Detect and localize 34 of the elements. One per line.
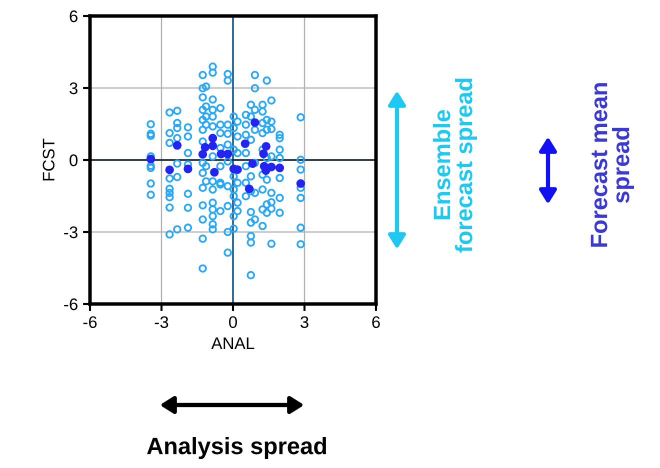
point <box>275 164 284 172</box>
point <box>165 165 174 174</box>
point <box>250 118 260 127</box>
point <box>208 141 218 150</box>
point <box>208 134 218 143</box>
text: Forecast mean spread <box>590 83 634 247</box>
x-axis-title: ANAL <box>211 338 254 349</box>
y-tick-label: 6 <box>70 10 78 22</box>
y-tick-label: -6 <box>64 298 78 310</box>
x-tick-label: 3 <box>300 316 308 328</box>
point <box>184 164 192 174</box>
point <box>259 149 268 158</box>
y-tick-label: -3 <box>64 226 78 238</box>
point <box>296 179 306 188</box>
x-tick-label: -6 <box>83 316 97 328</box>
x-tick-label: -3 <box>154 316 168 328</box>
point <box>262 142 270 151</box>
point <box>198 150 208 159</box>
point <box>146 154 156 164</box>
point <box>172 141 182 150</box>
point <box>244 184 254 194</box>
point <box>267 162 276 172</box>
y-tick-label: 0 <box>70 154 78 166</box>
y-tick-label: 3 <box>70 82 78 94</box>
text: Ensemble forecast spread <box>432 78 478 253</box>
y-axis-title: FCST <box>42 138 55 180</box>
point <box>240 139 250 148</box>
point <box>223 150 232 158</box>
point <box>210 168 219 177</box>
x-tick-label: 6 <box>372 316 380 328</box>
point <box>200 142 210 152</box>
text: Analysis spread <box>147 436 326 460</box>
x-tick-label: 0 <box>229 316 237 328</box>
point <box>248 159 257 168</box>
